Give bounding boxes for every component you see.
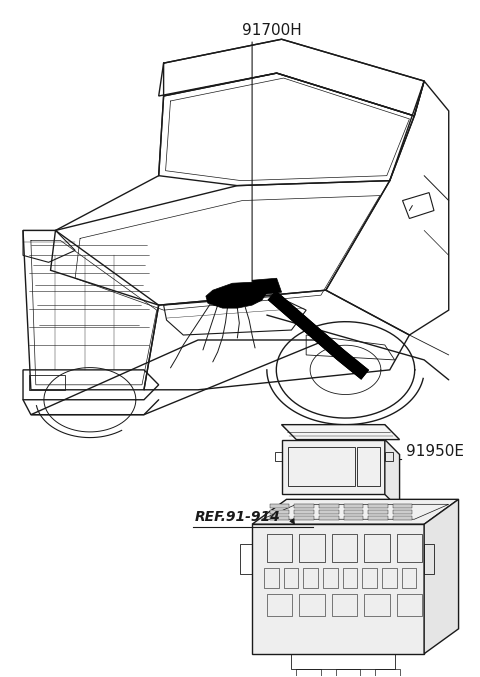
Polygon shape <box>424 500 458 654</box>
Polygon shape <box>368 517 388 520</box>
Polygon shape <box>252 278 282 295</box>
Polygon shape <box>206 282 267 308</box>
Polygon shape <box>385 439 399 509</box>
Polygon shape <box>270 504 289 508</box>
Polygon shape <box>393 504 412 508</box>
Polygon shape <box>252 500 458 524</box>
Polygon shape <box>294 517 314 520</box>
Polygon shape <box>368 510 388 515</box>
Polygon shape <box>270 510 289 515</box>
Polygon shape <box>344 510 363 515</box>
Polygon shape <box>294 510 314 515</box>
Text: 91950E: 91950E <box>407 444 465 459</box>
Polygon shape <box>344 504 363 508</box>
Polygon shape <box>270 517 289 520</box>
Text: 91700H: 91700H <box>242 23 302 39</box>
Polygon shape <box>252 524 424 654</box>
Polygon shape <box>393 517 412 520</box>
Polygon shape <box>319 510 338 515</box>
Polygon shape <box>319 517 338 520</box>
Polygon shape <box>393 510 412 515</box>
Polygon shape <box>368 504 388 508</box>
Polygon shape <box>344 517 363 520</box>
Polygon shape <box>319 504 338 508</box>
Text: REF.91-914: REF.91-914 <box>195 510 281 524</box>
Polygon shape <box>282 439 385 494</box>
Polygon shape <box>282 424 399 439</box>
Polygon shape <box>294 504 314 508</box>
